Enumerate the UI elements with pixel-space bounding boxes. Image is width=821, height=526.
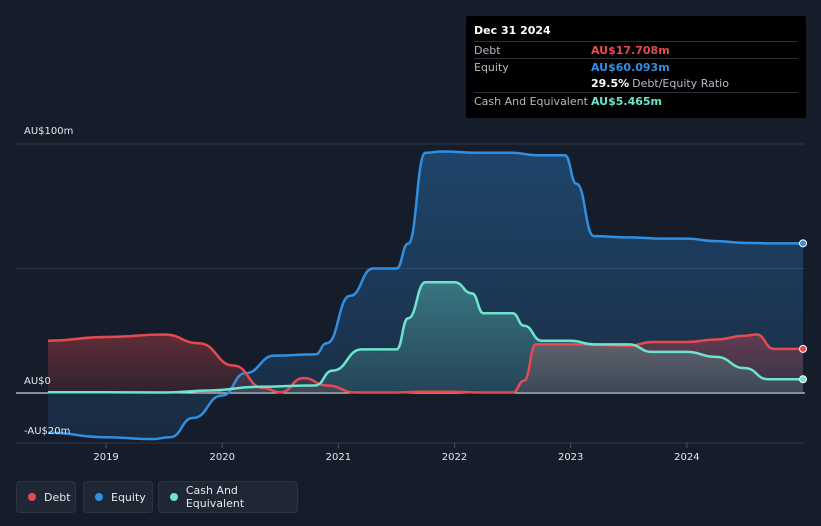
- y-tick-label: AU$100m: [24, 126, 73, 137]
- area-cash-and-equivalent: [48, 282, 803, 393]
- tooltip-label: Debt: [474, 44, 501, 57]
- tooltip-value: AU$17.708m: [591, 44, 670, 57]
- tooltip-row-ratio: 29.5% Debt/Equity Ratio: [474, 75, 798, 92]
- tooltip-ratio-label: Debt/Equity Ratio: [632, 77, 729, 90]
- tooltip-value: AU$60.093m: [591, 61, 670, 74]
- debt-dot-icon: [28, 493, 36, 501]
- equity-dot-icon: [95, 493, 103, 501]
- tooltip-row-equity: Equity AU$60.093m: [474, 58, 798, 76]
- x-tick-label: 2022: [442, 452, 467, 463]
- x-tick-label: 2020: [210, 452, 235, 463]
- tooltip-label: Equity: [474, 61, 509, 74]
- chart-end-markers: [799, 239, 807, 384]
- end-point-debt: [799, 344, 807, 353]
- tooltip-date: Dec 31 2024: [474, 24, 551, 37]
- x-tick-label: 2019: [93, 452, 118, 463]
- legend-label: Equity: [111, 490, 146, 504]
- x-tick-label: 2023: [558, 452, 583, 463]
- end-point-cash-and-equivalent: [799, 375, 807, 384]
- tooltip-row-debt: Debt AU$17.708m: [474, 41, 798, 59]
- line-equity: [47, 150, 803, 441]
- tooltip-value: AU$5.465m: [591, 95, 663, 108]
- end-point-equity: [799, 239, 807, 248]
- x-tick-label: 2021: [326, 452, 351, 463]
- legend-item-debt[interactable]: Debt: [16, 481, 76, 513]
- y-tick-label: AU$0: [24, 376, 51, 387]
- y-tick-label: -AU$20m: [24, 426, 70, 437]
- legend-item-cash[interactable]: Cash And Equivalent: [158, 481, 298, 513]
- line-cash-and-equivalent: [47, 280, 803, 394]
- legend-label: Debt: [44, 490, 71, 504]
- x-tick-label: 2024: [674, 452, 699, 463]
- legend-item-equity[interactable]: Equity: [83, 481, 153, 513]
- legend-label: Cash And Equivalent: [185, 484, 245, 510]
- data-tooltip: Dec 31 2024 Debt AU$17.708m Equity AU$60…: [466, 16, 806, 118]
- chart-lines: [47, 150, 803, 441]
- line-debt: [47, 333, 803, 394]
- tooltip-row-cash: Cash And Equivalent AU$5.465m: [474, 92, 798, 110]
- cash-dot-icon: [170, 493, 178, 501]
- chart-areas: [48, 151, 803, 440]
- chart-axes: AU$100m AU$0 -AU$20m 2019 2020 2021 2022 2023 20…: [24, 126, 700, 463]
- tooltip-label: Cash And Equivalent: [474, 95, 588, 108]
- tooltip-value: 29.5%: [591, 77, 630, 90]
